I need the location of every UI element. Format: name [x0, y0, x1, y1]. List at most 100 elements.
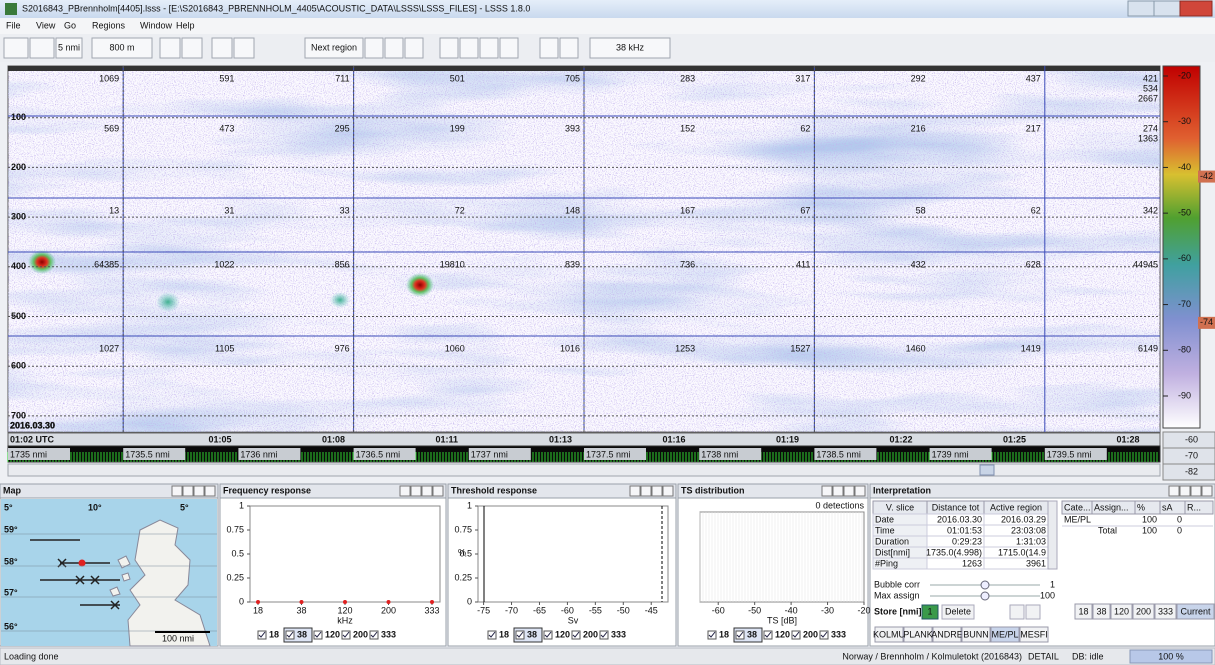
- panel-button[interactable]: [854, 485, 866, 497]
- frequency-button[interactable]: [1154, 603, 1177, 620]
- y-tick-label: 0.25: [226, 572, 244, 582]
- panel-button[interactable]: [182, 485, 194, 497]
- panel-button[interactable]: [1201, 485, 1213, 497]
- frequency-button[interactable]: [1176, 603, 1215, 620]
- menu-item[interactable]: Help: [176, 20, 195, 30]
- threshold-box[interactable]: [1162, 463, 1215, 481]
- horizontal-scrollbar[interactable]: [7, 463, 1161, 477]
- panel-button[interactable]: [171, 485, 183, 497]
- cell-value: 295: [335, 123, 350, 133]
- menu-item[interactable]: File: [6, 20, 21, 30]
- x-tick-label: -60: [561, 605, 574, 615]
- tool-button[interactable]: [459, 37, 479, 59]
- cell-value: 1016: [560, 343, 580, 353]
- panel-button[interactable]: [193, 485, 205, 497]
- tool-button[interactable]: [439, 37, 459, 59]
- column-header-label: sA: [1162, 502, 1173, 512]
- frequency-selector[interactable]: [589, 37, 671, 59]
- panel-button[interactable]: [1179, 485, 1191, 497]
- panel-button[interactable]: [1168, 485, 1180, 497]
- time-label: 01:22: [890, 434, 913, 444]
- panel-button[interactable]: [421, 485, 433, 497]
- range-button[interactable]: [55, 37, 83, 59]
- panel-button[interactable]: [832, 485, 844, 497]
- slider-thumb[interactable]: [980, 591, 990, 601]
- distance-label: 1735 nmi: [10, 449, 47, 459]
- maximize-button[interactable]: [1153, 0, 1181, 17]
- panel-button[interactable]: [399, 485, 411, 497]
- next-store-button[interactable]: [1025, 604, 1041, 620]
- nav-button[interactable]: [181, 37, 203, 59]
- panel-button[interactable]: [662, 485, 674, 497]
- tool-button[interactable]: [364, 37, 384, 59]
- slider-thumb[interactable]: [980, 580, 990, 590]
- prev-button[interactable]: [3, 37, 29, 59]
- tool-button[interactable]: [499, 37, 519, 59]
- window-title: S2016843_PBrennholm[4405].lsss - [E:\S20…: [22, 3, 530, 13]
- tool-button[interactable]: [539, 37, 559, 59]
- menu-item[interactable]: Window: [140, 20, 173, 30]
- close-button[interactable]: [1179, 0, 1213, 17]
- assign-cell: Total: [1098, 525, 1117, 535]
- panel-button[interactable]: [843, 485, 855, 497]
- scale-label: -60: [1178, 253, 1191, 263]
- category-button[interactable]: [903, 626, 933, 643]
- frequency-button[interactable]: [1074, 603, 1093, 620]
- menu-item[interactable]: Regions: [92, 20, 126, 30]
- minimize-button[interactable]: [1127, 0, 1155, 17]
- y-tick-label: 0.5: [459, 548, 472, 558]
- date-label: 2016.03.30: [10, 420, 55, 430]
- store-value-box[interactable]: [921, 604, 939, 620]
- panel-button[interactable]: [821, 485, 833, 497]
- panel-button[interactable]: [640, 485, 652, 497]
- distance-label-bg: [1044, 448, 1107, 460]
- x-tick-label: -30: [821, 605, 834, 615]
- frequency-button[interactable]: [1132, 603, 1155, 620]
- y-tick-label: 0: [467, 596, 472, 606]
- column-header-label: Cate...: [1064, 502, 1091, 512]
- cell-value: 1253: [675, 343, 695, 353]
- frequency-button-label: Current: [1180, 606, 1211, 616]
- category-button[interactable]: [990, 626, 1020, 643]
- frequency-button[interactable]: [1092, 603, 1111, 620]
- next-region-button[interactable]: [304, 37, 364, 59]
- nav-button[interactable]: [159, 37, 181, 59]
- distance-label: 1739 nmi: [932, 449, 969, 459]
- cell-value: 705: [565, 73, 580, 83]
- panel-button[interactable]: [651, 485, 663, 497]
- category-button[interactable]: [961, 626, 991, 643]
- cell-value: 976: [335, 343, 350, 353]
- prev-store-button[interactable]: [1009, 604, 1025, 620]
- next-button[interactable]: [29, 37, 55, 59]
- menu-item[interactable]: Go: [64, 20, 76, 30]
- panel-button[interactable]: [629, 485, 641, 497]
- delete-button[interactable]: [941, 604, 975, 620]
- category-button[interactable]: [932, 626, 962, 643]
- station-mark: [57, 558, 67, 568]
- table-cell-text: 2016.03.30: [937, 514, 982, 524]
- tool-button[interactable]: [384, 37, 404, 59]
- panel-button[interactable]: [410, 485, 422, 497]
- menu-item[interactable]: View: [36, 20, 56, 30]
- category-button[interactable]: [1019, 626, 1049, 643]
- tool-button[interactable]: [404, 37, 424, 59]
- table-scrollbar[interactable]: [1047, 500, 1058, 570]
- distance-label-bg: [353, 448, 416, 460]
- scroll-thumb[interactable]: [979, 464, 995, 476]
- scale-marker: [1198, 170, 1215, 183]
- frequency-button[interactable]: [1110, 603, 1133, 620]
- x-tick-label: -75: [477, 605, 490, 615]
- tool-button[interactable]: [559, 37, 579, 59]
- panel-button[interactable]: [1190, 485, 1202, 497]
- tool-button[interactable]: [479, 37, 499, 59]
- depth-selector[interactable]: [91, 37, 153, 59]
- panel-button[interactable]: [204, 485, 216, 497]
- cell-value: 1022: [214, 259, 234, 269]
- depth-selector-label: 800 m: [109, 42, 134, 52]
- nav-button[interactable]: [233, 37, 255, 59]
- category-button[interactable]: [874, 626, 904, 643]
- cell-value: 72: [455, 205, 465, 215]
- nav-button[interactable]: [211, 37, 233, 59]
- map-lon-label: 5°: [180, 502, 189, 512]
- panel-button[interactable]: [432, 485, 444, 497]
